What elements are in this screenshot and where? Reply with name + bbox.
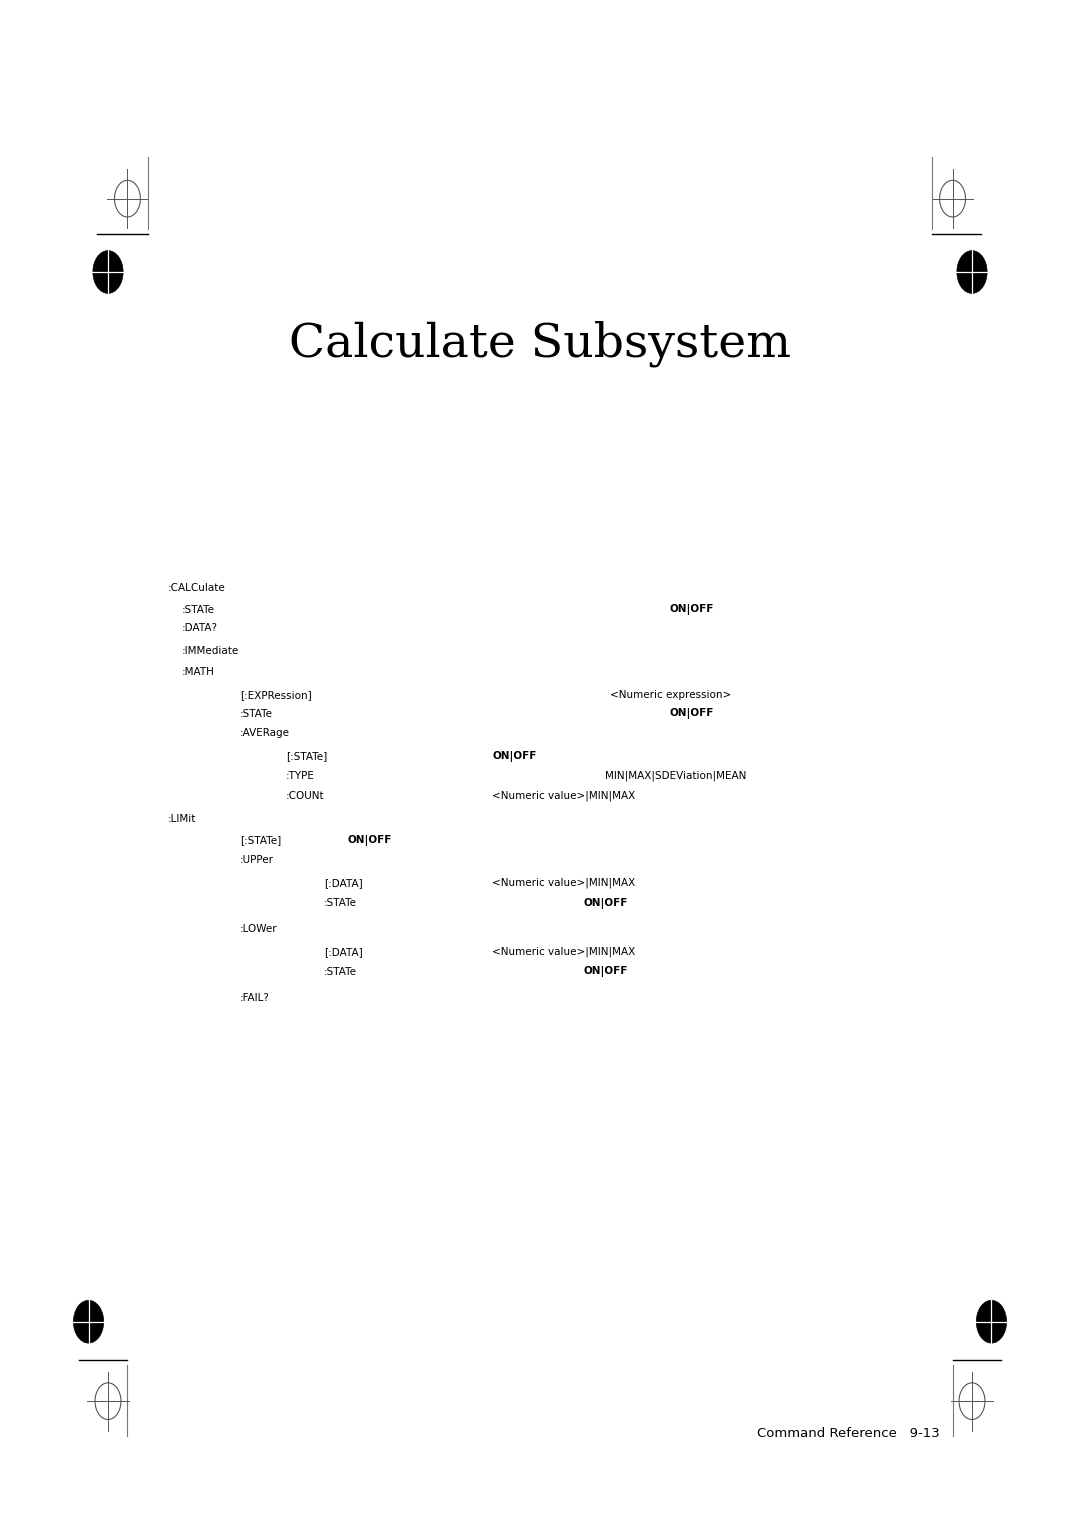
Text: :UPPer: :UPPer	[240, 856, 273, 865]
Text: [:EXPRession]: [:EXPRession]	[240, 691, 311, 700]
Text: ON|OFF: ON|OFF	[670, 604, 714, 616]
Text: :AVERage: :AVERage	[240, 729, 289, 738]
Text: [:DATA]: [:DATA]	[324, 947, 363, 957]
Text: <Numeric value>|MIN|MAX: <Numeric value>|MIN|MAX	[492, 879, 636, 888]
Text: :COUNt: :COUNt	[286, 792, 325, 801]
Text: <Numeric expression>: <Numeric expression>	[610, 691, 731, 700]
Text: :STATe: :STATe	[324, 967, 357, 976]
Text: :DATA?: :DATA?	[181, 623, 217, 633]
Text: :FAIL?: :FAIL?	[240, 993, 270, 1002]
Text: :IMMediate: :IMMediate	[181, 646, 239, 656]
Text: Command Reference   9-13: Command Reference 9-13	[757, 1427, 940, 1439]
Text: :CALCulate: :CALCulate	[167, 584, 225, 593]
Text: :LIMit: :LIMit	[167, 814, 195, 824]
Text: Calculate Subsystem: Calculate Subsystem	[289, 321, 791, 367]
Text: [:STATe]: [:STATe]	[240, 836, 281, 845]
Text: <Numeric value>|MIN|MAX: <Numeric value>|MIN|MAX	[492, 792, 636, 801]
Circle shape	[957, 251, 987, 293]
Text: [:DATA]: [:DATA]	[324, 879, 363, 888]
Circle shape	[73, 1300, 104, 1343]
Circle shape	[976, 1300, 1007, 1343]
Text: :STATe: :STATe	[324, 898, 357, 908]
Text: :MATH: :MATH	[181, 668, 214, 677]
Text: :LOWer: :LOWer	[240, 924, 278, 934]
Text: ON|OFF: ON|OFF	[348, 834, 392, 847]
Text: ON|OFF: ON|OFF	[670, 707, 714, 720]
Text: ON|OFF: ON|OFF	[583, 966, 627, 978]
Text: :STATe: :STATe	[181, 605, 215, 614]
Text: MIN|MAX|SDEViation|MEAN: MIN|MAX|SDEViation|MEAN	[605, 772, 746, 781]
Text: :TYPE: :TYPE	[286, 772, 315, 781]
Text: [:STATe]: [:STATe]	[286, 752, 327, 761]
Text: <Numeric value>|MIN|MAX: <Numeric value>|MIN|MAX	[492, 947, 636, 957]
Text: ON|OFF: ON|OFF	[492, 750, 537, 762]
Text: :STATe: :STATe	[240, 709, 273, 718]
Circle shape	[93, 251, 123, 293]
Text: ON|OFF: ON|OFF	[583, 897, 627, 909]
